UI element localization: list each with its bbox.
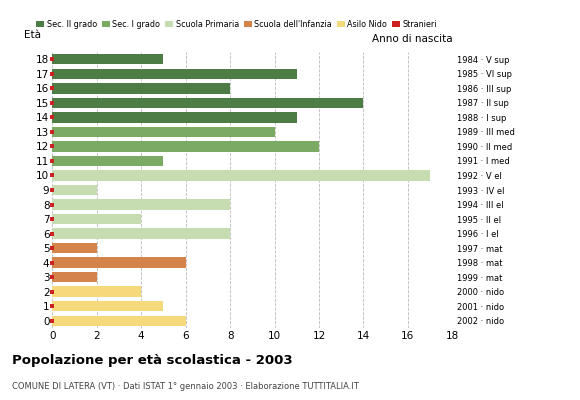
Text: COMUNE DI LATERA (VT) · Dati ISTAT 1° gennaio 2003 · Elaborazione TUTTITALIA.IT: COMUNE DI LATERA (VT) · Dati ISTAT 1° ge… <box>12 382 358 391</box>
Bar <box>52 272 97 282</box>
Bar <box>52 258 186 268</box>
Bar <box>52 170 430 181</box>
Text: Anno di nascita: Anno di nascita <box>372 34 452 44</box>
Bar <box>52 112 297 122</box>
Bar <box>52 286 141 297</box>
Bar <box>52 68 297 79</box>
Text: Popolazione per età scolastica - 2003: Popolazione per età scolastica - 2003 <box>12 354 292 367</box>
Bar <box>52 316 186 326</box>
Legend: Sec. II grado, Sec. I grado, Scuola Primaria, Scuola dell'Infanzia, Asilo Nido, : Sec. II grado, Sec. I grado, Scuola Prim… <box>36 20 437 29</box>
Bar <box>52 54 164 64</box>
Bar <box>52 301 164 312</box>
Bar <box>52 98 364 108</box>
Bar <box>52 228 230 239</box>
Bar <box>52 141 319 152</box>
Bar <box>52 156 164 166</box>
Bar <box>52 127 274 137</box>
Bar <box>52 185 97 195</box>
Bar <box>52 214 141 224</box>
Bar <box>52 83 230 94</box>
Bar <box>52 243 97 253</box>
Text: Età: Età <box>24 30 41 40</box>
Bar <box>52 199 230 210</box>
